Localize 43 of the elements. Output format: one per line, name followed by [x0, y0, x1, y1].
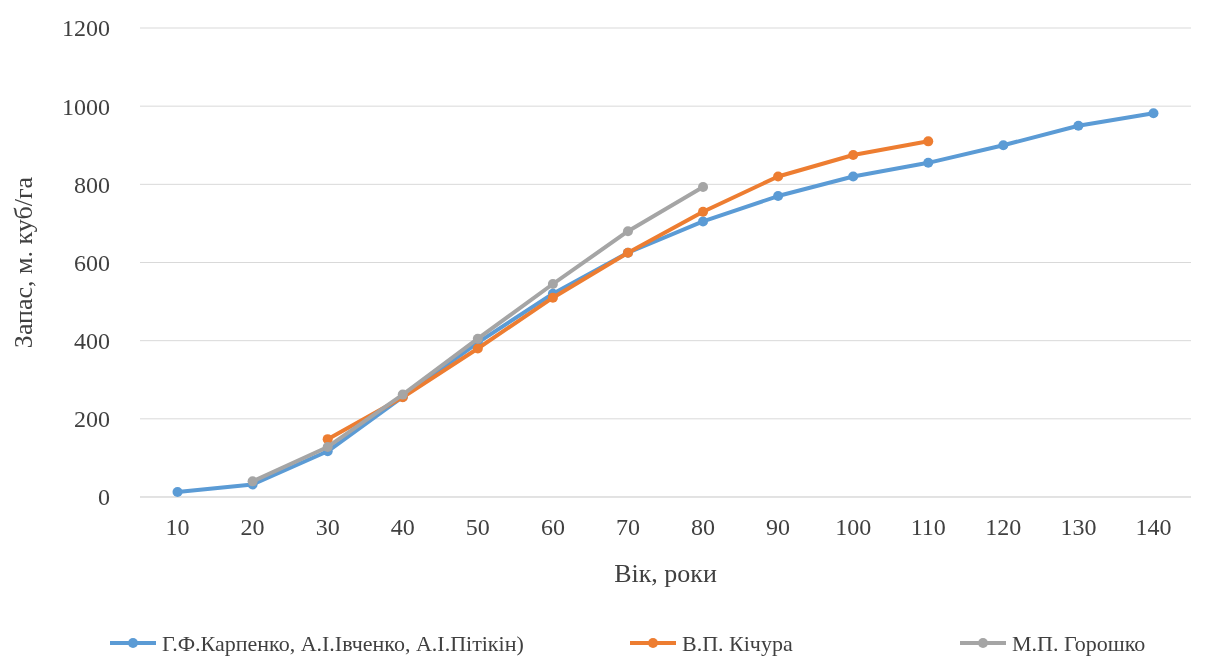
x-tick-label: 60 — [540, 514, 565, 540]
point — [698, 216, 709, 227]
point — [622, 226, 633, 237]
y-tick-label: 400 — [74, 328, 110, 355]
x-tick-label: 140 — [1135, 514, 1172, 540]
point — [848, 171, 859, 182]
x-tick-label: 50 — [465, 514, 490, 540]
x-tick-label: 10 — [165, 514, 190, 540]
point — [773, 191, 784, 202]
point — [773, 171, 784, 182]
y-tick-label: 800 — [74, 171, 110, 198]
legend-label: В.П. Кічура — [682, 630, 793, 656]
legend-label: Г.Ф.Карпенко, А.І.Івченко, А.І.Пітікін) — [162, 630, 524, 656]
point — [1073, 120, 1084, 131]
point — [322, 441, 333, 452]
y-tick-label: 1000 — [62, 93, 110, 120]
point — [923, 157, 934, 168]
point — [1148, 108, 1159, 119]
point — [923, 136, 934, 147]
point — [698, 182, 709, 193]
point — [172, 486, 183, 497]
x-tick-label: 100 — [835, 514, 872, 540]
x-tick-label: 30 — [315, 514, 340, 540]
y-tick-label: 1200 — [62, 15, 110, 42]
y-tick-label: 0 — [98, 484, 110, 511]
point — [547, 279, 558, 289]
x-tick-label: 120 — [985, 514, 1022, 540]
x-tick-label: 130 — [1060, 514, 1097, 540]
point — [998, 140, 1009, 151]
y-tick-label: 200 — [74, 406, 110, 433]
point — [848, 150, 859, 161]
y-axis-title: Запас, м. куб/га — [9, 176, 38, 349]
x-tick-label: 110 — [910, 514, 946, 540]
x-tick-label: 80 — [691, 514, 716, 540]
point — [698, 206, 709, 217]
x-tick-label: 90 — [766, 514, 791, 540]
point — [547, 292, 558, 303]
legend-label: М.П. Горошко — [1012, 630, 1146, 656]
x-tick-label: 40 — [390, 514, 415, 540]
y-tick-label: 600 — [74, 249, 110, 276]
x-tick-label: 70 — [615, 514, 640, 540]
x-axis-title: Вік, роки — [614, 559, 717, 588]
x-tick-label: 20 — [240, 514, 265, 540]
